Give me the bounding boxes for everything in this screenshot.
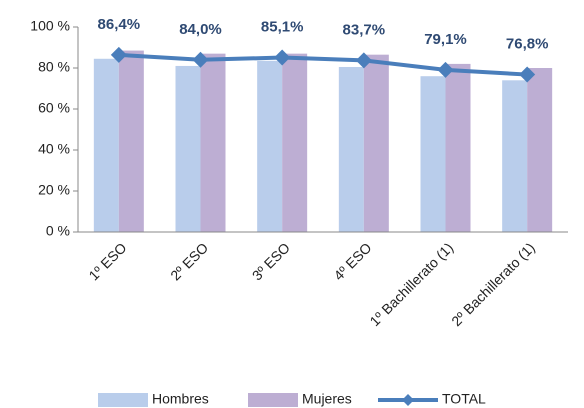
bar [175, 65, 201, 232]
data-label: 76,8% [506, 36, 549, 53]
data-label: 79,1% [424, 31, 467, 48]
y-tick-label: 60 % [38, 100, 70, 116]
bar [420, 76, 446, 232]
bar [93, 58, 119, 233]
data-label: 84,0% [179, 21, 222, 38]
bar [445, 63, 471, 233]
legend-swatch [402, 394, 414, 406]
bar [282, 53, 308, 233]
marker [437, 61, 454, 78]
bar [200, 53, 226, 233]
data-label: 86,4% [98, 16, 141, 33]
bar [363, 54, 389, 232]
bar [257, 60, 283, 233]
legend-item: Mujeres [248, 391, 352, 407]
y-tick-label: 80 % [38, 59, 70, 75]
legend-swatch [248, 393, 298, 407]
x-tick-label: 1º Bachillerato (1) [366, 239, 456, 329]
bar [118, 50, 144, 233]
legend-label: Hombres [152, 391, 209, 407]
x-tick-label: 2º Bachillerato (1) [448, 239, 538, 329]
bar [502, 80, 528, 232]
x-tick-label: 1º ESO [85, 239, 129, 283]
legend-item: TOTAL [378, 391, 486, 407]
marker [355, 52, 372, 69]
marker [110, 46, 127, 63]
y-tick-label: 0 % [46, 223, 70, 239]
bar [527, 68, 553, 232]
marker [519, 66, 536, 83]
x-tick-label: 4º ESO [330, 239, 374, 283]
y-tick-label: 40 % [38, 141, 70, 157]
legend-item: Hombres [98, 391, 209, 407]
x-tick-label: 3º ESO [249, 239, 293, 283]
legend-label: Mujeres [302, 391, 352, 407]
bar [338, 66, 364, 232]
y-tick-label: 20 % [38, 182, 70, 198]
data-label: 85,1% [261, 19, 304, 36]
line [118, 52, 528, 77]
marker [274, 49, 291, 66]
marker [192, 51, 209, 68]
x-tick-label: 2º ESO [167, 239, 211, 283]
legend-label: TOTAL [442, 391, 486, 407]
y-tick-label: 100 % [30, 18, 70, 34]
data-label: 83,7% [343, 21, 386, 38]
legend-swatch [98, 393, 148, 407]
